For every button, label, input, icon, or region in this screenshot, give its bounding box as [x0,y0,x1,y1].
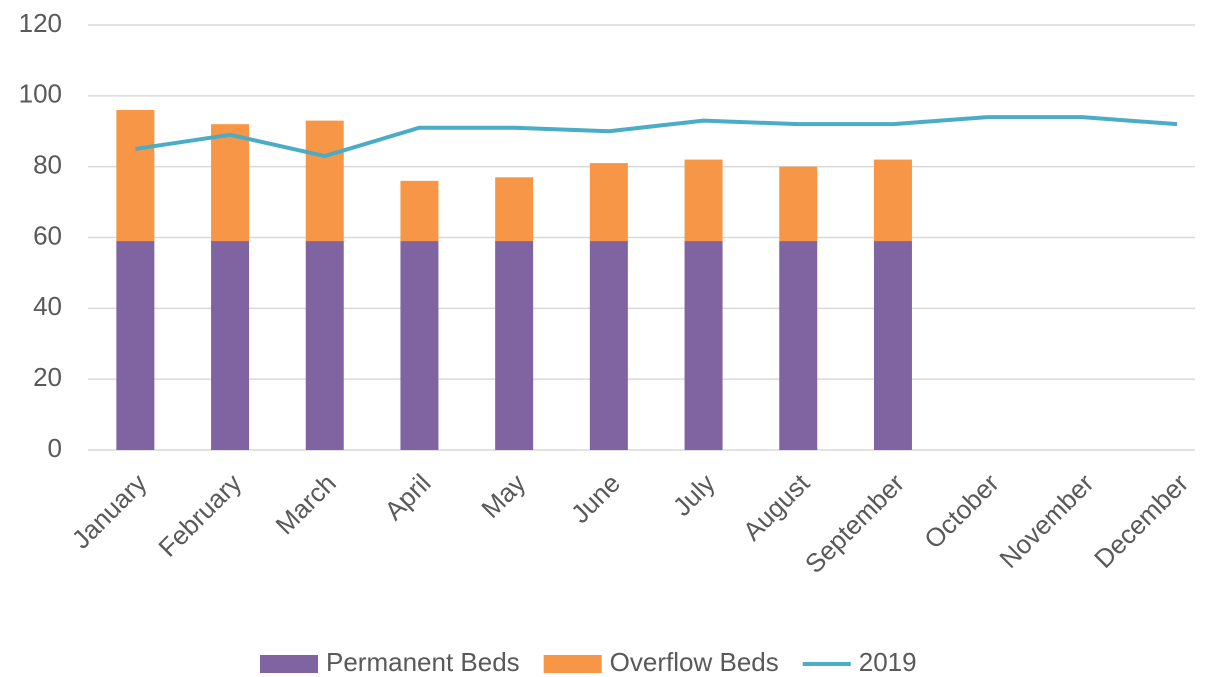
x-tick-label: May [475,468,531,524]
x-tick-label: August [737,467,816,546]
bar [873,159,912,242]
bar [305,241,344,450]
x-tick-label: October [918,468,1005,555]
bar [305,120,344,242]
line [135,115,1178,159]
y-tick-label: 120 [19,8,62,38]
y-tick-label: 0 [48,433,62,463]
bar [495,177,534,242]
legend-swatch [260,655,318,673]
x-tick-label: February [152,468,247,563]
y-tick-label: 20 [33,362,62,392]
y-tick-label: 100 [19,79,62,109]
bar [779,166,818,242]
x-tick-label: March [270,468,342,540]
legend-swatch [543,655,602,673]
bar [400,180,439,242]
legend-label: Permanent Beds [326,647,520,677]
y-tick-label: 80 [33,150,62,180]
bar [779,241,818,450]
bar [873,241,912,450]
bar [495,241,534,450]
x-tick-label: September [799,468,910,579]
x-tick-label: December [1088,468,1194,574]
x-tick-label: April [379,468,437,526]
bar [211,124,250,242]
y-tick-label: 60 [33,220,62,250]
x-tick-label: January [66,468,153,555]
y-tick-label: 40 [33,291,62,321]
bar [116,241,155,450]
legend-label: 2019 [859,647,917,677]
bar [116,110,155,242]
bar [400,241,439,450]
x-tick-label: July [667,468,721,522]
bar [589,163,628,242]
bar [684,159,723,242]
legend-label: Overflow Beds [610,647,779,677]
bar [211,241,250,450]
x-tick-label: June [565,468,626,529]
bar [589,241,628,450]
x-tick-label: November [993,468,1099,574]
bar [684,241,723,450]
